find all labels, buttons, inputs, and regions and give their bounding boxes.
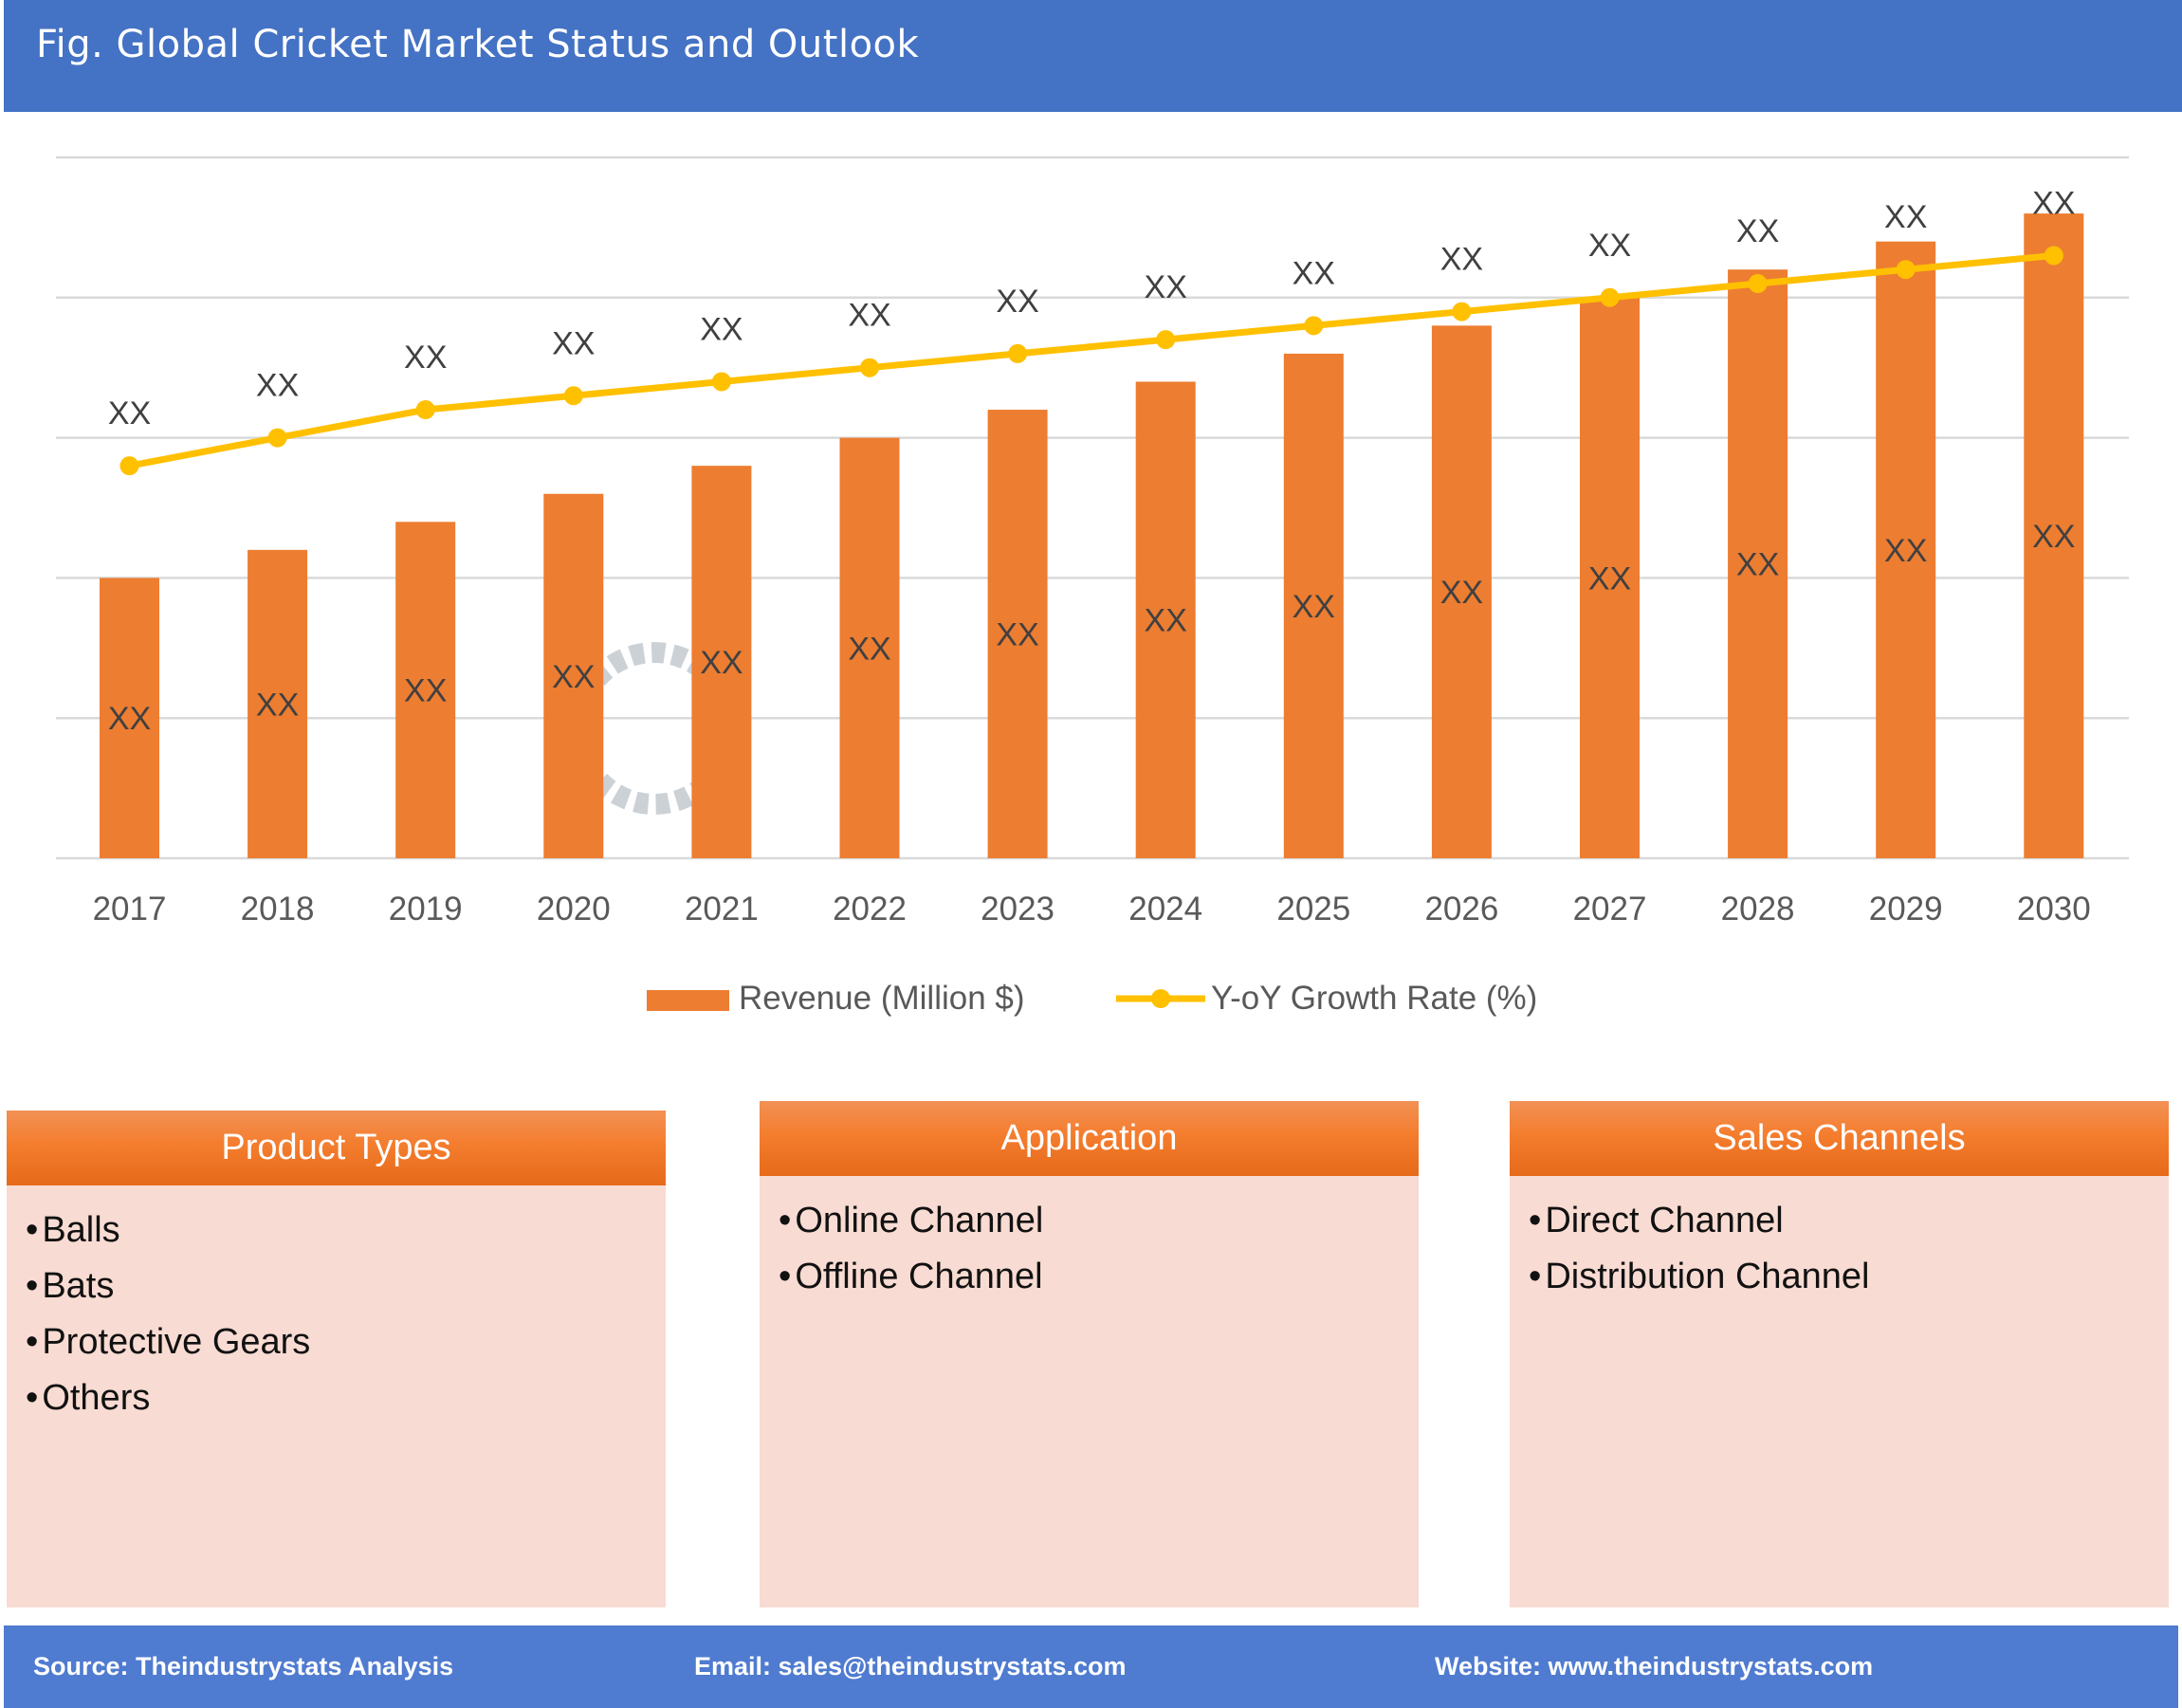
bar-2029 — [1876, 241, 1936, 858]
line-data-label: XX — [1588, 228, 1631, 264]
line-data-label: XX — [848, 298, 890, 334]
bar-data-label: XX — [996, 617, 1038, 653]
line-data-label: XX — [1145, 269, 1187, 305]
bar-data-label: XX — [1884, 533, 1927, 569]
bar-data-label: XX — [848, 631, 890, 667]
footer-website[interactable]: Website: www.theindustrystats.com — [1435, 1652, 1874, 1680]
legend-label-growth: Y-oY Growth Rate (%) — [1211, 980, 1537, 1017]
growth-point-2023 — [1008, 343, 1028, 363]
bar-2030 — [2024, 213, 2084, 858]
line-data-label: XX — [552, 325, 595, 361]
bar-data-label: XX — [1588, 560, 1631, 597]
bar-data-label: XX — [404, 673, 447, 709]
bar-2028 — [1728, 269, 1788, 858]
growth-point-2022 — [860, 358, 879, 377]
line-data-label: XX — [1440, 242, 1483, 278]
line-data-label: XX — [1293, 255, 1335, 291]
x-tick-label: 2021 — [685, 891, 759, 927]
list-item: Balls — [26, 1203, 666, 1258]
panel-product-types: Product Types Balls Bats Protective Gear… — [7, 1111, 666, 1607]
x-tick-label: 2020 — [537, 891, 611, 927]
growth-point-2018 — [267, 428, 287, 448]
x-tick-label: 2028 — [1721, 891, 1795, 927]
bar-2020 — [543, 493, 604, 858]
bar-2019 — [395, 522, 456, 858]
x-tick-label: 2022 — [833, 891, 907, 927]
list-item: Protective Gears — [26, 1314, 666, 1370]
panel-sales-channels: Sales Channels Direct Channel Distributi… — [1510, 1101, 2169, 1607]
list-item: Direct Channel — [1529, 1193, 2169, 1249]
x-tick-label: 2029 — [1869, 891, 1943, 927]
growth-point-2017 — [119, 456, 139, 476]
growth-point-2027 — [1600, 287, 1620, 307]
bar-2023 — [987, 410, 1048, 858]
line-data-label: XX — [256, 368, 299, 404]
growth-point-2021 — [711, 372, 731, 392]
growth-point-2020 — [563, 386, 583, 406]
x-tick-label: 2017 — [93, 891, 167, 927]
bar-2022 — [839, 437, 900, 858]
bar-data-label: XX — [1440, 575, 1483, 611]
market-chart: XX XX 2017 XX XX 2018 XX XX 2019 XX XX 2020 XX XX 2021… — [56, 156, 2129, 1017]
footer-bar: Source: Theindustrystats Analysis Email:… — [4, 1625, 2178, 1708]
panel-application: Application Online Channel Offline Chann… — [760, 1101, 1419, 1607]
line-data-label: XX — [2032, 185, 2075, 221]
footer-email[interactable]: Email: sales@theindustrystats.com — [694, 1652, 1127, 1680]
list-item: Bats — [26, 1258, 666, 1314]
panel-title: Product Types — [7, 1111, 666, 1185]
list-item: Others — [26, 1370, 666, 1426]
list-item: Offline Channel — [779, 1249, 1419, 1305]
x-tick-label: 2019 — [389, 891, 463, 927]
panel-title: Sales Channels — [1510, 1101, 2169, 1176]
line-data-label: XX — [700, 311, 743, 347]
bar-data-label: XX — [108, 701, 151, 737]
x-tick-label: 2024 — [1128, 891, 1202, 927]
growth-point-2019 — [415, 400, 435, 420]
bar-2017 — [100, 578, 159, 858]
x-tick-label: 2025 — [1276, 891, 1350, 927]
bar-2021 — [691, 466, 752, 858]
footer-source: Source: Theindustrystats Analysis — [33, 1652, 454, 1680]
x-tick-label: 2030 — [2017, 891, 2091, 927]
bar-2024 — [1135, 381, 1196, 858]
line-data-label: XX — [404, 340, 447, 376]
legend-label-revenue: Revenue (Million $) — [739, 980, 1025, 1017]
x-tick-label: 2027 — [1573, 891, 1647, 927]
line-data-label: XX — [996, 284, 1038, 320]
growth-point-2026 — [1452, 302, 1472, 321]
bar-data-label: XX — [1736, 547, 1779, 583]
list-item: Online Channel — [779, 1193, 1419, 1249]
bar-data-label: XX — [552, 659, 595, 695]
growth-line — [128, 251, 2055, 469]
growth-point-2030 — [2044, 246, 2063, 266]
bar-2025 — [1283, 353, 1344, 858]
growth-point-2028 — [1748, 274, 1768, 294]
bar-2018 — [248, 549, 308, 858]
bar-data-label: XX — [1293, 589, 1335, 625]
legend-swatch-revenue — [647, 990, 729, 1011]
growth-point-2029 — [1896, 260, 1916, 280]
x-tick-label: 2018 — [241, 891, 315, 927]
growth-point-2024 — [1156, 330, 1176, 350]
header-bar: Fig. Global Cricket Market Status and Ou… — [4, 0, 2182, 112]
bar-data-label: XX — [256, 687, 299, 723]
bar-data-label: XX — [1145, 603, 1187, 639]
bar-2026 — [1431, 325, 1492, 858]
list-item: Distribution Channel — [1529, 1249, 2169, 1305]
bar-data-label: XX — [2032, 519, 2075, 555]
bar-data-label: XX — [700, 645, 743, 681]
bar-2027 — [1580, 297, 1640, 858]
panel-title: Application — [760, 1101, 1419, 1176]
x-tick-label: 2026 — [1424, 891, 1498, 927]
page-title: Fig. Global Cricket Market Status and Ou… — [36, 23, 920, 66]
x-tick-label: 2023 — [981, 891, 1054, 927]
growth-point-2025 — [1304, 316, 1324, 336]
line-data-label: XX — [1736, 213, 1779, 249]
legend-marker-growth — [1151, 989, 1170, 1008]
line-data-label: XX — [1884, 199, 1927, 235]
line-data-label: XX — [108, 395, 151, 432]
